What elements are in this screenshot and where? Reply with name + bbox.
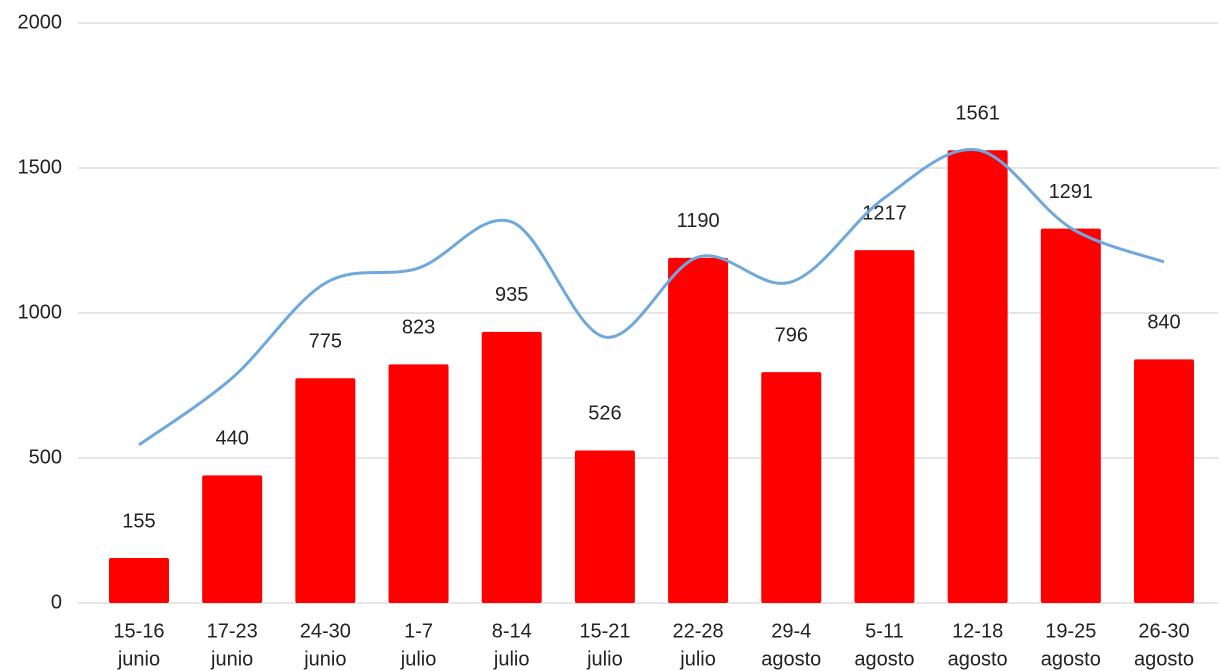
data-label: 1190 [677,210,720,232]
x-tick-label: 15-16 [113,620,164,642]
x-tick-label: 22-28 [673,620,724,642]
bar [574,450,635,603]
x-tick-label: 8-14 [492,620,532,642]
x-tick-label: agosto [948,648,1008,670]
bar [1040,228,1101,604]
data-label: 440 [215,428,248,450]
bar [761,372,822,603]
data-label: 775 [309,331,342,353]
x-tick-label: junio [210,648,253,670]
x-tick-label: 5-11 [865,620,904,642]
bar [854,250,915,603]
x-tick-label: 19-25 [1045,620,1096,642]
x-tick-label: 1-7 [404,620,433,642]
x-tick-label: agosto [761,648,821,670]
bar [202,475,263,603]
x-tick-label: 12-18 [952,620,1003,642]
data-label: 935 [495,284,528,306]
x-tick-label: julio [586,648,623,670]
data-label: 1291 [1049,181,1094,203]
x-tick-label: agosto [854,648,914,670]
x-tick-label: julio [493,648,530,670]
data-label: 796 [775,324,808,346]
data-label: 155 [122,510,155,532]
x-tick-label: junio [303,648,346,670]
data-label: 840 [1147,312,1180,334]
bar [1134,359,1195,603]
data-label: 526 [588,403,621,425]
bar [108,558,169,603]
x-tick-label: agosto [1134,648,1194,670]
bar [668,257,729,603]
bar [481,331,542,603]
x-tick-label: 24-30 [300,620,351,642]
bar [295,378,356,603]
x-tick-label: agosto [1041,648,1101,670]
x-tick-label: julio [679,648,716,670]
trend-line [138,148,1165,447]
bar [388,364,449,603]
x-tick-label: 15-21 [579,620,630,642]
data-label: 1561 [955,103,1000,125]
bar [947,150,1008,603]
data-label: 823 [402,317,435,339]
y-tick-label: 0 [51,591,62,613]
x-tick-label: 17-23 [207,620,258,642]
x-tick-label: 26-30 [1138,620,1189,642]
y-tick-label: 2000 [18,11,63,33]
y-tick-label: 500 [29,446,62,468]
x-tick-label: julio [400,648,437,670]
y-tick-label: 1500 [18,156,63,178]
x-tick-label: junio [117,648,160,670]
y-tick-label: 1000 [18,301,63,323]
x-tick-label: 29-4 [771,620,811,642]
